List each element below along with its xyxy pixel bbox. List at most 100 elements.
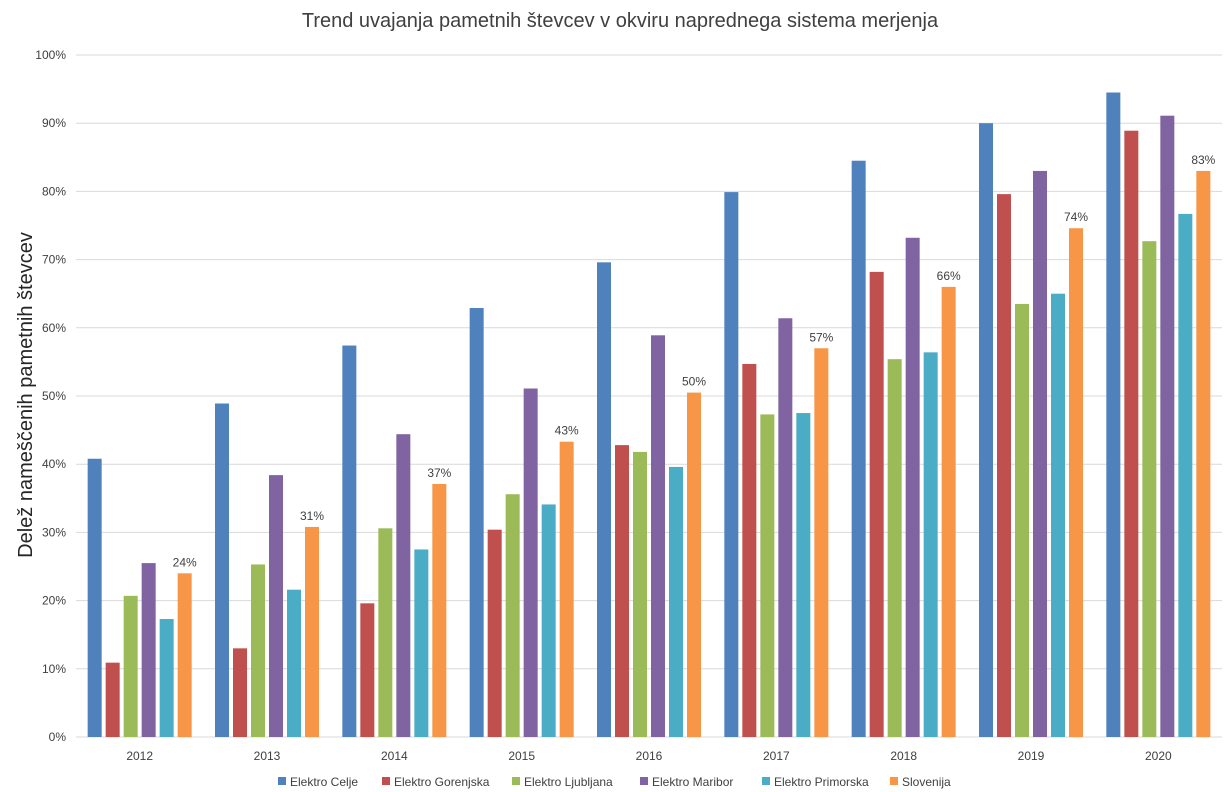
x-tick-label: 2015	[508, 749, 535, 763]
legend-label: Elektro Ljubljana	[524, 775, 613, 789]
bar-slovenija	[814, 348, 829, 737]
bar-slovenija	[305, 526, 319, 737]
y-tick-label: 30%	[42, 525, 66, 539]
bar-elektro-ljubljana	[633, 451, 647, 737]
bar-elektro-gorenjska	[869, 271, 884, 737]
bar-elektro-gorenjska	[742, 363, 757, 737]
legend-swatch	[512, 777, 520, 785]
bar-elektro-gorenjska	[615, 445, 629, 737]
bar-elektro-celje	[1106, 92, 1121, 737]
legend-swatch	[382, 777, 390, 785]
bars	[87, 92, 1211, 738]
chart-title: Trend uvajanja pametnih števcev v okviru…	[301, 10, 939, 32]
bar-elektro-maribor	[396, 434, 411, 737]
bar-elektro-primorska	[796, 413, 811, 737]
bar-elektro-gorenjska	[1124, 130, 1139, 737]
bar-elektro-celje	[469, 308, 484, 737]
y-tick-label: 100%	[35, 48, 66, 62]
data-label: 57%	[809, 330, 833, 344]
data-labels: 24% 31% 37% 43% 50% 57% 66% 74% 83%	[173, 153, 1216, 569]
bar-elektro-gorenjska	[105, 662, 120, 737]
bar-elektro-primorska	[923, 352, 938, 737]
bar-slovenija	[177, 573, 192, 737]
x-tick-label: 2013	[254, 749, 281, 763]
bar-elektro-ljubljana	[760, 414, 775, 737]
bar-elektro-celje	[215, 403, 229, 737]
y-tick-label: 0%	[49, 730, 67, 744]
bar-elektro-primorska	[159, 619, 174, 737]
bar-elektro-celje	[87, 458, 102, 737]
bar-elektro-maribor	[141, 563, 156, 737]
data-label: 37%	[427, 466, 451, 480]
data-label: 66%	[937, 269, 961, 283]
bar-elektro-celje	[724, 192, 739, 737]
bar-slovenija	[1196, 170, 1211, 737]
legend-label: Elektro Maribor	[652, 775, 733, 789]
data-label: 50%	[682, 375, 706, 389]
x-tick-label: 2016	[636, 749, 663, 763]
bar-elektro-primorska	[287, 589, 301, 737]
y-tick-label: 60%	[42, 321, 66, 335]
legend-swatch	[278, 777, 286, 785]
bar-elektro-maribor	[778, 318, 793, 737]
y-axis-label: Delež nameščenih pametnih števcev	[15, 232, 37, 558]
bar-slovenija	[1069, 228, 1083, 737]
bar-elektro-primorska	[669, 466, 683, 737]
bar-elektro-ljubljana	[378, 528, 393, 737]
y-tick-label: 20%	[42, 594, 66, 608]
legend-label: Elektro Primorska	[774, 775, 869, 789]
y-tick-label: 70%	[42, 253, 66, 267]
bar-elektro-gorenjska	[360, 603, 375, 737]
bar-elektro-primorska	[1178, 213, 1193, 737]
data-label: 83%	[1191, 153, 1215, 167]
bar-elektro-maribor	[651, 335, 665, 737]
gridlines	[76, 54, 1222, 738]
bar-elektro-maribor	[1160, 115, 1175, 737]
bar-elektro-ljubljana	[123, 595, 138, 737]
y-axis-ticks: 0% 10% 20% 30% 40% 50% 60% 70% 80% 90% 100%	[35, 48, 66, 744]
x-axis-ticks: 2012 2013 2014 2015 2016 2017 2018 2019 2020	[126, 749, 1172, 763]
bar-elektro-maribor	[1033, 170, 1047, 737]
data-label: 24%	[173, 555, 197, 569]
data-label: 43%	[555, 424, 579, 438]
x-tick-label: 2019	[1018, 749, 1045, 763]
legend-swatch	[640, 777, 648, 785]
y-tick-label: 40%	[42, 457, 66, 471]
bar-elektro-gorenjska	[487, 529, 502, 737]
y-tick-label: 50%	[42, 389, 66, 403]
legend-label: Slovenija	[902, 775, 951, 789]
legend-label: Elektro Celje	[290, 775, 358, 789]
bar-elektro-ljubljana	[251, 564, 265, 737]
bar-elektro-celje	[979, 123, 993, 737]
bar-elektro-maribor	[269, 475, 283, 737]
bar-elektro-primorska	[1051, 293, 1065, 737]
bar-elektro-primorska	[414, 549, 429, 737]
y-tick-label: 80%	[42, 184, 66, 198]
legend-label: Elektro Gorenjska	[394, 775, 490, 789]
bar-elektro-celje	[342, 345, 357, 737]
bar-elektro-primorska	[541, 504, 556, 737]
y-tick-label: 10%	[42, 662, 66, 676]
legend: Elektro Celje Elektro Gorenjska Elektro Lj…	[278, 775, 951, 789]
bar-slovenija	[687, 392, 701, 737]
bar-elektro-ljubljana	[887, 359, 902, 737]
bar-slovenija	[559, 441, 574, 737]
data-label: 74%	[1064, 210, 1088, 224]
x-tick-label: 2014	[381, 749, 408, 763]
bar-elektro-ljubljana	[1142, 241, 1157, 737]
bar-elektro-ljubljana	[505, 494, 520, 737]
bar-slovenija	[941, 286, 956, 737]
bar-elektro-maribor	[523, 388, 538, 737]
bar-elektro-ljubljana	[1015, 303, 1029, 737]
legend-swatch	[890, 777, 898, 785]
x-tick-label: 2017	[763, 749, 790, 763]
y-tick-label: 90%	[42, 116, 66, 130]
bar-elektro-gorenjska	[997, 194, 1011, 738]
bar-elektro-maribor	[905, 237, 920, 737]
x-tick-label: 2020	[1145, 749, 1172, 763]
bar-elektro-gorenjska	[233, 648, 247, 737]
bar-elektro-celje	[851, 160, 866, 737]
x-tick-label: 2018	[890, 749, 917, 763]
bar-elektro-celje	[597, 262, 611, 737]
